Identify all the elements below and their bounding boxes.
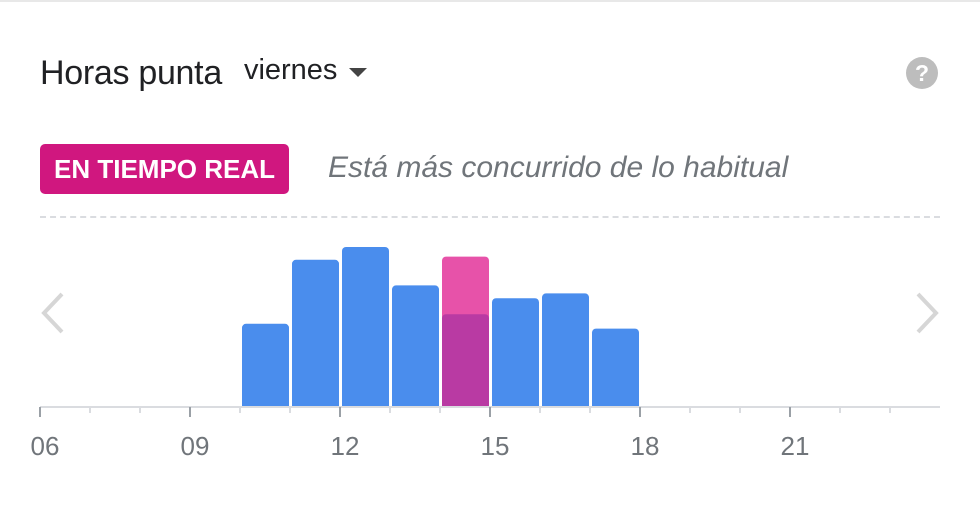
top-border [0,0,980,2]
popular-times-header: Horas punta viernes [40,48,368,98]
live-badge: EN TIEMPO REAL [40,144,290,194]
bar-base-11 [292,403,339,407]
bar-base-17 [592,403,639,407]
chevron-right-icon[interactable] [912,290,942,336]
bar-11[interactable] [292,259,339,407]
bar-base-16 [542,403,589,407]
bar-base-10 [242,403,289,407]
bar-16[interactable] [542,293,589,407]
popular-times-title: Horas punta [40,53,222,92]
bar-12[interactable] [342,247,389,407]
bar-10[interactable] [242,323,289,407]
x-tick-label-09: 09 [181,431,210,461]
bar-base-12 [342,403,389,407]
chevron-left-icon[interactable] [38,290,68,336]
help-icon[interactable]: ? [906,57,938,89]
x-tick-label-12: 12 [331,431,360,461]
day-selector-value: viernes [243,53,338,86]
caret-down-icon [349,67,368,77]
bar-base-13 [392,403,439,407]
bar-usual-14[interactable] [442,314,489,407]
x-tick-label-21: 21 [781,431,810,461]
bar-13[interactable] [392,285,439,407]
day-selector[interactable]: viernes [244,54,368,87]
chart-top-divider [40,216,940,218]
bar-15[interactable] [492,298,539,407]
live-status-text: Está más concurrido de lo habitual [328,151,789,184]
bar-17[interactable] [592,328,639,407]
x-tick-label-18: 18 [631,431,660,461]
x-tick-label-06: 06 [31,431,60,461]
x-tick-label-15: 15 [481,431,510,461]
bar-usual-base-14 [442,403,489,407]
bar-base-15 [492,403,539,407]
